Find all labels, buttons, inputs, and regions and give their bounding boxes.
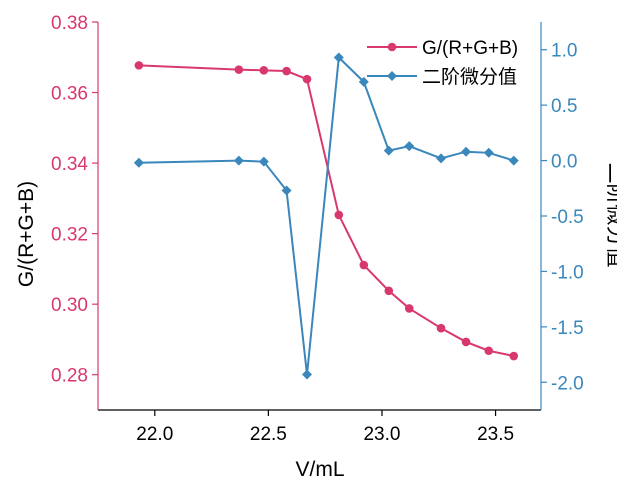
left-y-tick-label: 0.32 xyxy=(51,225,88,246)
left-y-axis-title: G/(R+G+B) xyxy=(15,181,38,287)
second-derivative-data-point xyxy=(333,52,344,63)
second-derivative-data-point xyxy=(302,369,313,380)
x-tick-label: 23.0 xyxy=(363,424,400,445)
right-y-axis-title: 二阶微分值 xyxy=(604,163,617,268)
x-tick-label: 22.0 xyxy=(136,424,173,445)
second-derivative-data-point xyxy=(383,145,394,156)
legend-ratio-label: G/(R+G+B) xyxy=(422,38,518,59)
legend-second-derivative-label: 二阶微分值 xyxy=(422,66,517,88)
ratio-data-point xyxy=(282,66,291,76)
ratio-data-point xyxy=(259,66,269,75)
right-y-tick-label: -1.5 xyxy=(551,318,584,339)
ratio-data-point xyxy=(134,61,144,70)
second-derivative-data-point xyxy=(358,76,369,87)
x-axis-title: V/mL xyxy=(295,458,344,481)
second-derivative-data-point xyxy=(233,155,244,166)
ratio-data-point xyxy=(302,74,312,84)
second-derivative-data-point xyxy=(133,157,144,168)
x-axis-ticks: 22.0 22.5 23.0 23.5 xyxy=(136,410,514,445)
right-y-tick-label: 1.0 xyxy=(551,41,577,62)
right-y-tick-label: 0.5 xyxy=(551,96,577,117)
second-derivative-series-line xyxy=(138,55,515,375)
ratio-data-point xyxy=(334,210,344,220)
ratio-data-point xyxy=(484,346,494,356)
second-derivative-data-point xyxy=(404,141,415,152)
x-tick-label: 22.5 xyxy=(250,424,287,445)
left-y-axis-ticks: 0.28 0.30 0.32 0.34 0.36 0.38 xyxy=(51,13,98,387)
legend: G/(R+G+B) 二阶微分值 xyxy=(367,38,518,88)
ratio-data-point xyxy=(234,65,244,74)
ratio-data-point xyxy=(509,351,519,361)
second-derivative-data-point xyxy=(508,155,519,166)
left-y-tick-label: 0.36 xyxy=(51,84,88,105)
second-derivative-data-point xyxy=(461,146,472,157)
right-y-axis-ticks: -2.0 -1.5 -1.0 -0.5 0.0 0.5 1.0 xyxy=(541,41,584,394)
second-derivative-data-point xyxy=(258,156,269,167)
ratio-data-point xyxy=(436,323,446,333)
left-y-tick-label: 0.38 xyxy=(51,13,88,34)
right-y-tick-label: -0.5 xyxy=(551,207,584,228)
ratio-series-line xyxy=(138,64,514,358)
second-derivative-data-point xyxy=(436,153,447,164)
left-y-tick-label: 0.34 xyxy=(51,154,88,175)
left-y-tick-label: 0.28 xyxy=(51,366,88,387)
right-y-tick-label: 0.0 xyxy=(551,152,577,173)
ratio-data-point xyxy=(404,304,414,313)
ratio-data-point xyxy=(359,260,369,270)
x-tick-label: 23.5 xyxy=(477,424,514,445)
series-layer xyxy=(133,52,519,380)
second-derivative-data-point xyxy=(281,185,292,196)
ratio-data-point xyxy=(384,286,394,296)
second-derivative-data-point xyxy=(483,147,494,158)
legend-second-derivative-marker xyxy=(387,71,397,81)
right-y-tick-label: -2.0 xyxy=(551,373,584,394)
right-y-tick-label: -1.0 xyxy=(551,262,584,283)
legend-ratio-marker xyxy=(387,42,397,52)
left-y-tick-label: 0.30 xyxy=(51,295,88,316)
ratio-data-point xyxy=(461,337,471,347)
